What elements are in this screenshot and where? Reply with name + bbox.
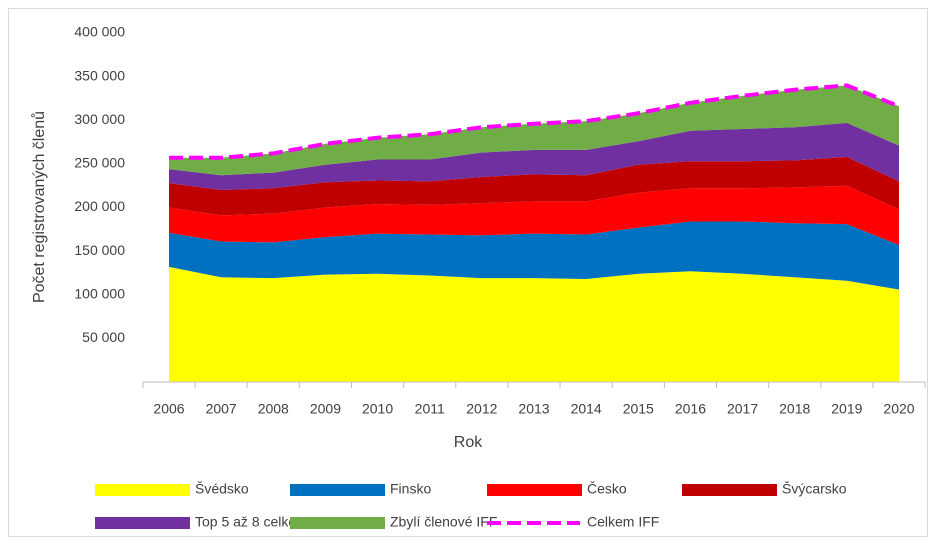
x-tick-label: 2012: [466, 401, 497, 417]
x-tick-label: 2015: [623, 401, 654, 417]
x-axis-title: Rok: [454, 434, 483, 451]
x-tick-label: 2019: [831, 401, 862, 417]
area: [169, 185, 899, 246]
x-tick-label: 2006: [153, 401, 184, 417]
y-tick-label: 150 000: [74, 242, 125, 258]
legend-label: Top 5 až 8 celkem: [195, 514, 308, 530]
legend-swatch: [487, 484, 582, 496]
x-tick-label: 2009: [310, 401, 341, 417]
x-tick-label: 2018: [779, 401, 810, 417]
y-tick-label: 350 000: [74, 67, 125, 83]
area: [169, 122, 899, 191]
y-tick-label: 200 000: [74, 198, 125, 214]
y-tick-label: 400 000: [74, 24, 125, 40]
x-tick-label: 2008: [258, 401, 289, 417]
x-tick-label: 2007: [206, 401, 237, 417]
x-tick-label: 2016: [675, 401, 706, 417]
legend-label: Švýcarsko: [782, 481, 847, 497]
y-axis-title: Počet registrovaných členů: [30, 111, 48, 303]
x-tick-label: 2017: [727, 401, 758, 417]
y-tick-label: 250 000: [74, 155, 125, 171]
legend-swatch: [682, 484, 777, 496]
area: [169, 156, 899, 216]
area: [169, 266, 899, 382]
x-tick-label: 2014: [571, 401, 602, 417]
y-tick-label: 300 000: [74, 111, 125, 127]
area: [169, 85, 899, 176]
area: [169, 221, 899, 290]
x-tick-label: 2010: [362, 401, 393, 417]
legend-label: Švédsko: [195, 481, 249, 497]
legend-swatch: [95, 484, 190, 496]
legend-label: Česko: [587, 481, 627, 497]
y-tick-label: 50 000: [82, 329, 125, 345]
legend-label: Zbylí členové IFF: [390, 514, 497, 530]
x-tick-label: 2011: [415, 401, 445, 417]
legend-label: Celkem IFF: [587, 514, 659, 530]
total-line: [169, 83, 900, 160]
legend-swatch: [290, 517, 385, 529]
legend-swatch: [290, 484, 385, 496]
x-tick-label: 2013: [518, 401, 549, 417]
x-tick-label: 2020: [883, 401, 914, 417]
legend-swatch: [95, 517, 190, 529]
y-tick-label: 100 000: [74, 285, 125, 301]
legend-label: Finsko: [390, 481, 431, 497]
